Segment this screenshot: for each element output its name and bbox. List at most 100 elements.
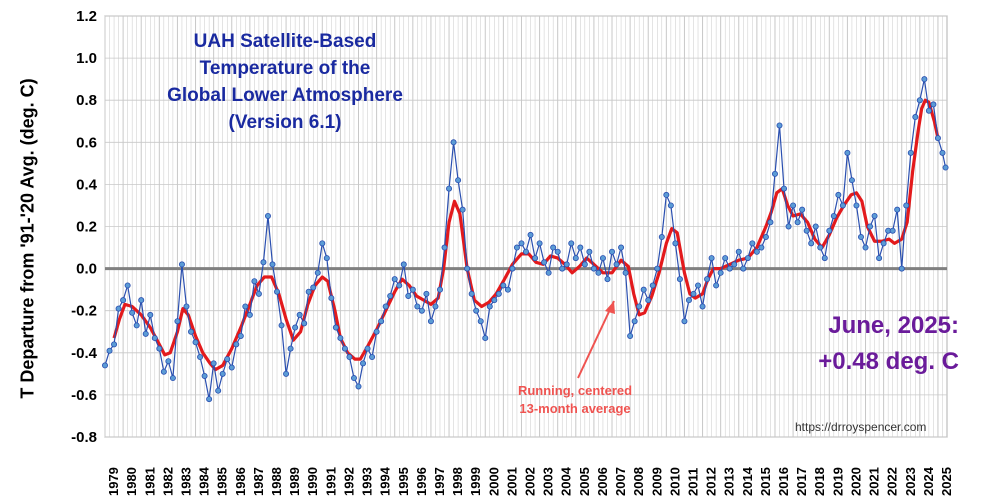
monthly-point — [640, 286, 647, 293]
monthly-point — [296, 311, 303, 318]
monthly-point — [201, 372, 208, 379]
monthly-point — [695, 282, 702, 289]
x-tick-label: 2009 — [649, 467, 664, 496]
x-tick-label: 2004 — [559, 466, 574, 496]
monthly-point — [504, 286, 511, 293]
monthly-point — [803, 227, 810, 234]
monthly-point — [500, 282, 507, 289]
monthly-point — [749, 240, 756, 247]
x-tick-label: 1996 — [414, 467, 429, 496]
monthly-point — [722, 255, 729, 262]
monthly-point — [115, 305, 122, 312]
monthly-point — [645, 297, 652, 304]
monthly-point — [699, 303, 706, 310]
monthly-point — [930, 101, 937, 108]
monthly-point — [446, 185, 453, 192]
y-tick-label: -0.8 — [71, 429, 97, 446]
monthly-point — [704, 276, 711, 283]
monthly-point — [916, 97, 923, 104]
monthly-point — [197, 354, 204, 361]
monthly-point — [414, 303, 421, 310]
monthly-point — [319, 240, 326, 247]
monthly-point — [278, 322, 285, 329]
arrow-head — [605, 301, 615, 314]
monthly-point — [133, 322, 140, 329]
x-tick-label: 2005 — [577, 467, 592, 496]
monthly-point — [337, 335, 344, 342]
title-line-2: Temperature of the — [199, 58, 371, 79]
annotation-arrow — [577, 300, 615, 379]
monthly-point — [224, 356, 231, 363]
x-tick-label: 1988 — [269, 467, 284, 496]
monthly-point — [138, 297, 145, 304]
monthly-point — [210, 360, 217, 367]
chart-title: UAH Satellite-Based Temperature of the G… — [140, 28, 430, 136]
monthly-point — [676, 276, 683, 283]
monthly-point — [713, 282, 720, 289]
monthly-point — [835, 191, 842, 198]
monthly-point — [418, 307, 425, 314]
monthly-point — [550, 244, 557, 251]
monthly-point — [120, 297, 127, 304]
monthly-point — [636, 303, 643, 310]
monthly-point — [151, 335, 158, 342]
y-tick-labels: 1.2 1.0 0.8 0.6 0.4 0.2 0.0 -0.2 -0.4 -0.6 -0.8 — [71, 8, 98, 446]
monthly-point — [894, 206, 901, 213]
monthly-point — [595, 269, 602, 276]
monthly-series — [102, 76, 949, 403]
title-line-4: (Version 6.1) — [228, 112, 342, 133]
monthly-point — [876, 255, 883, 262]
monthly-point — [455, 177, 462, 184]
monthly-point — [821, 255, 828, 262]
monthly-point — [844, 149, 851, 156]
y-tick-label: 1.2 — [76, 8, 97, 25]
monthly-point — [599, 255, 606, 262]
monthly-point — [744, 255, 751, 262]
x-tick-label: 2015 — [758, 467, 773, 496]
monthly-point — [790, 202, 797, 209]
x-tick-label: 1997 — [432, 467, 447, 496]
monthly-point — [206, 396, 213, 403]
monthly-point — [776, 122, 783, 129]
monthly-point — [898, 265, 905, 272]
monthly-point — [609, 248, 616, 255]
x-tick-label: 1987 — [251, 467, 266, 496]
monthly-point — [649, 282, 656, 289]
monthly-point — [328, 295, 335, 302]
monthly-point — [817, 244, 824, 251]
x-tick-label: 1985 — [215, 467, 230, 496]
x-tick-label: 2021 — [867, 467, 882, 496]
monthly-point — [441, 244, 448, 251]
monthly-point — [568, 240, 575, 247]
x-tick-label: 2001 — [504, 467, 519, 496]
monthly-point — [332, 324, 339, 331]
monthly-point — [685, 297, 692, 304]
monthly-point — [581, 261, 588, 268]
monthly-point — [513, 244, 520, 251]
x-tick-label: 2013 — [722, 467, 737, 496]
x-tick-label: 1982 — [160, 467, 175, 496]
monthly-point — [142, 330, 149, 337]
monthly-point — [523, 248, 530, 255]
monthly-point — [301, 320, 308, 327]
x-tick-label: 1984 — [197, 466, 212, 496]
monthly-point — [672, 240, 679, 247]
monthly-point — [658, 234, 665, 241]
source-credit: https://drroyspencer.com — [795, 420, 927, 434]
y-tick-label: -0.6 — [71, 387, 97, 404]
monthly-point — [373, 328, 380, 335]
monthly-point — [848, 177, 855, 184]
x-tick-label: 1986 — [233, 467, 248, 496]
monthly-point — [942, 164, 949, 171]
monthly-point — [799, 206, 806, 213]
monthly-point — [237, 332, 244, 339]
monthly-point — [156, 345, 163, 352]
monthly-point — [753, 248, 760, 255]
arrow-shaft — [577, 300, 615, 379]
monthly-point — [129, 309, 136, 316]
monthly-point — [925, 107, 932, 114]
monthly-point — [405, 292, 412, 299]
monthly-point — [477, 318, 484, 325]
x-tick-label: 2012 — [704, 467, 719, 496]
monthly-point — [387, 292, 394, 299]
